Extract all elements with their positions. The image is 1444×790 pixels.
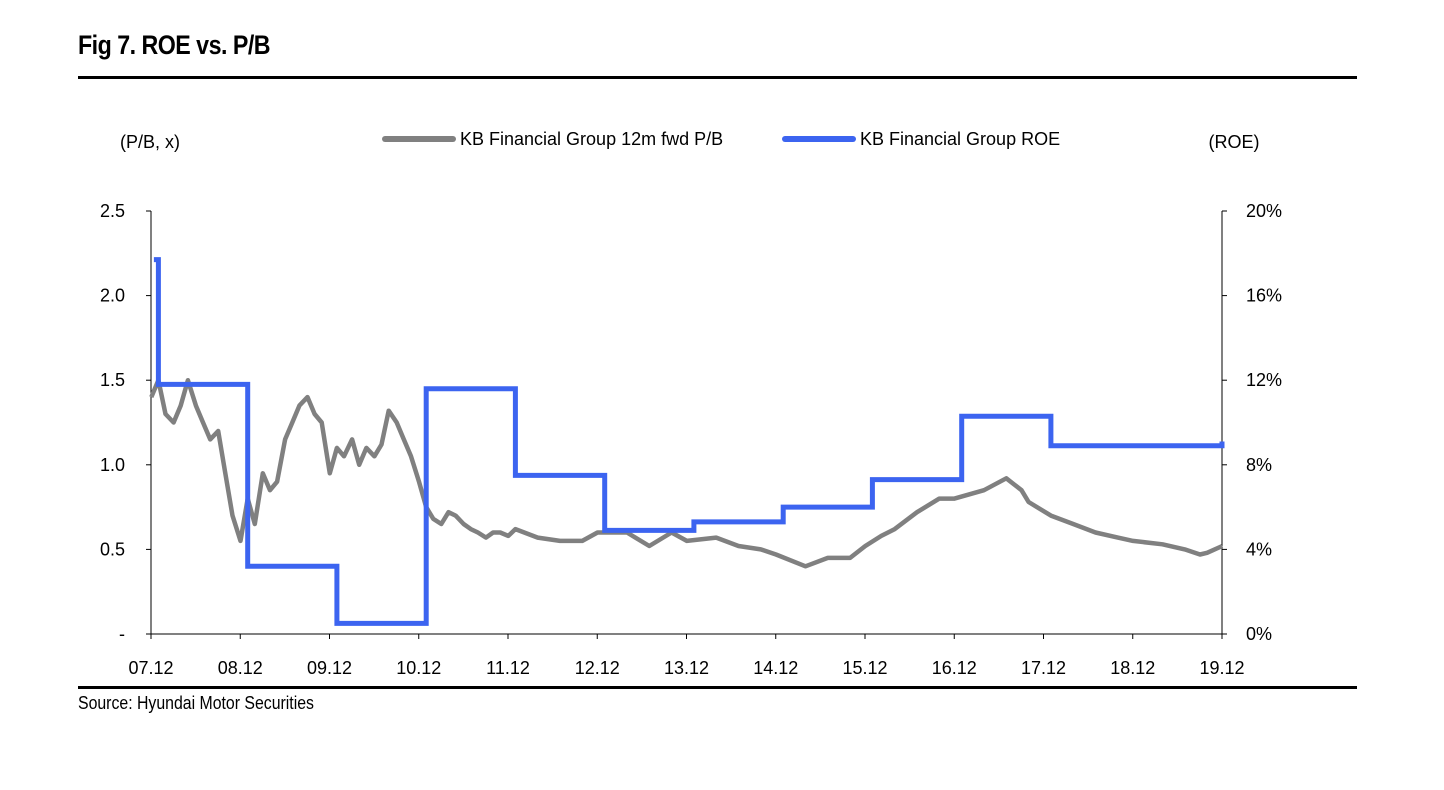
legend-label: KB Financial Group ROE [860, 129, 1060, 149]
roe-series-line [153, 257, 1225, 626]
right-axis-tick-label: 16% [1246, 286, 1282, 306]
x-axis-tick-label: 16.12 [932, 658, 977, 678]
legend-label: KB Financial Group 12m fwd P/B [460, 129, 723, 149]
x-axis-tick-label: 14.12 [753, 658, 798, 678]
x-axis-tick-label: 15.12 [842, 658, 887, 678]
x-axis-tick-label: 10.12 [396, 658, 441, 678]
x-axis-tick-label: 12.12 [575, 658, 620, 678]
x-axis-tick-label: 17.12 [1021, 658, 1066, 678]
right-axis-label: (ROE) [1209, 132, 1260, 152]
right-axis-tick-label: 12% [1246, 370, 1282, 390]
source-note: Source: Hyundai Motor Securities [78, 693, 314, 713]
left-axis-tick-label: 2.5 [100, 201, 125, 221]
left-axis-tick-label: 1.5 [100, 370, 125, 390]
right-axis-tick-label: 20% [1246, 201, 1282, 221]
left-axis-tick-label: 2.0 [100, 286, 125, 306]
chart-axes: - 0.5 1.0 1.5 2.0 2.5 0% 4% 8% 12% 16% 20% 07.12 08.1… [100, 132, 1282, 678]
x-axis-tick-label: 19.12 [1199, 658, 1244, 678]
left-axis-tick-label: - [119, 624, 125, 644]
bottom-rule [78, 686, 1357, 689]
top-rule [78, 76, 1357, 79]
left-axis-label: (P/B, x) [120, 132, 180, 152]
left-axis-tick-label: 0.5 [100, 539, 125, 559]
chart-series [149, 257, 1225, 626]
pb-series-line [149, 377, 1224, 569]
figure-title: Fig 7. ROE vs. P/B [78, 30, 271, 60]
right-axis-tick-label: 4% [1246, 539, 1272, 559]
right-axis-tick-label: 8% [1246, 455, 1272, 475]
x-axis-tick-label: 08.12 [218, 658, 263, 678]
right-axis-tick-label: 0% [1246, 624, 1272, 644]
x-axis-tick-label: 18.12 [1110, 658, 1155, 678]
x-axis-tick-label: 13.12 [664, 658, 709, 678]
x-axis-tick-label: 11.12 [486, 658, 530, 678]
x-axis-tick-label: 07.12 [128, 658, 173, 678]
left-axis-tick-label: 1.0 [100, 455, 125, 475]
x-axis-tick-label: 09.12 [307, 658, 352, 678]
chart-legend: KB Financial Group 12m fwd P/B KB Financi… [382, 129, 1060, 149]
